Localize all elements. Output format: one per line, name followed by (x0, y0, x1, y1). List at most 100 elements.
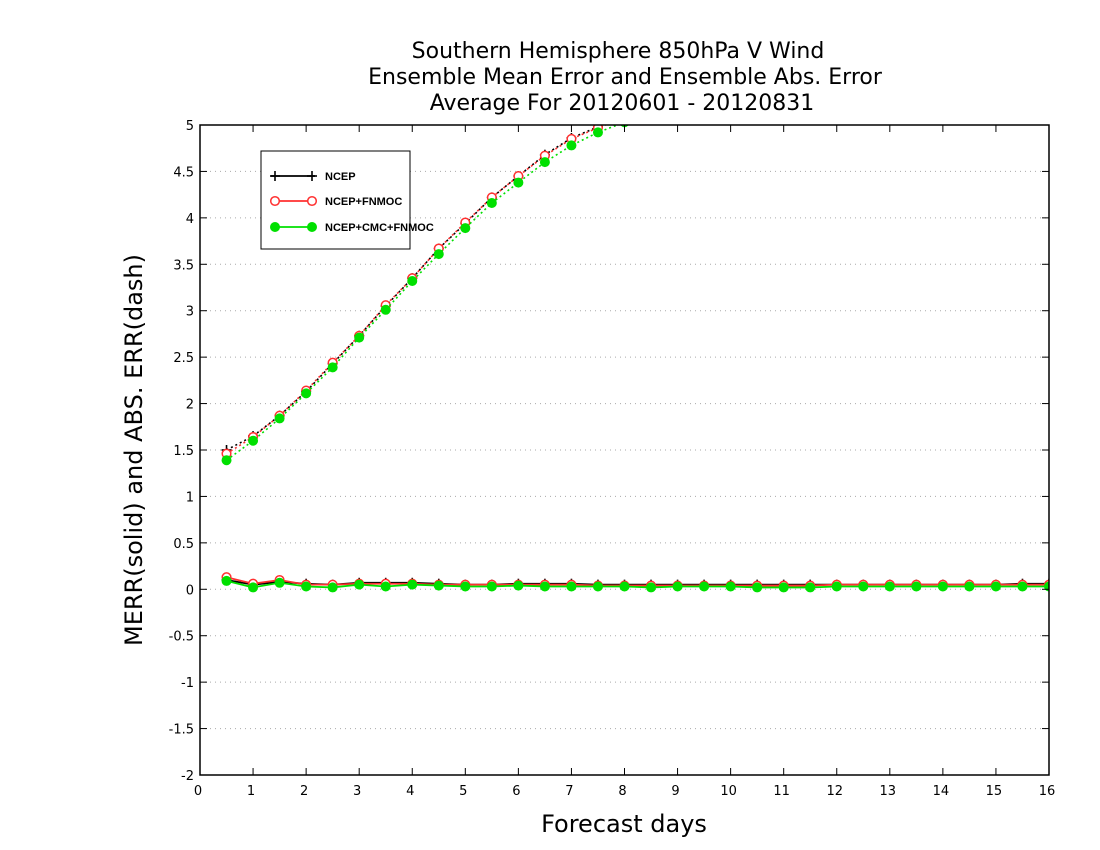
merr-point (407, 579, 418, 590)
legend-marker (270, 171, 280, 181)
legend-marker (307, 222, 317, 232)
abs-err-point (327, 362, 338, 373)
merr-point (327, 582, 338, 593)
merr-point (911, 581, 922, 592)
abs-err-point (992, 13, 1001, 22)
x-tick-label: 13 (880, 784, 897, 799)
merr-point (884, 581, 895, 592)
abs-err-point (964, 14, 974, 24)
merr-point (460, 581, 471, 592)
title-line-2: Ensemble Mean Error and Ensemble Abs. Er… (368, 65, 883, 90)
title-line-1: Southern Hemisphere 850hPa V Wind (412, 39, 825, 64)
y-tick-label: -0.5 (169, 630, 194, 645)
x-tick-label: 0 (194, 784, 202, 799)
x-tick-label: 9 (671, 784, 679, 799)
abs-err-point (885, 31, 895, 41)
x-tick-label: 15 (986, 784, 1003, 799)
y-tick-label: 4.5 (173, 165, 194, 180)
abs-err-point (911, 25, 921, 35)
abs-err-point (513, 177, 524, 188)
legend-item: NCEP (270, 171, 356, 183)
abs-err-point (433, 249, 444, 260)
x-tick-label: 11 (773, 784, 790, 799)
legend-marker (307, 171, 317, 181)
merr-point (725, 581, 736, 592)
legend-label: NCEP+FNMOC (325, 196, 402, 208)
merr-point (990, 581, 1001, 592)
abs-err-point (407, 276, 418, 286)
y-tick-label: 0 (186, 583, 194, 598)
legend-item: NCEP+FNMOC (269, 195, 402, 208)
x-tick-label: 1 (247, 784, 255, 799)
merr-point (964, 581, 975, 592)
abs-err-point (486, 198, 497, 208)
abs-err-point (539, 157, 550, 168)
abs-err-point (592, 127, 603, 138)
merr-point (248, 582, 259, 593)
merr-point (221, 575, 232, 586)
abs-err-point (832, 43, 842, 53)
merr-point (274, 577, 285, 588)
abs-err-point (886, 33, 895, 42)
abs-err-point (1017, 5, 1027, 15)
legend-box (260, 150, 411, 250)
merr-point (1044, 581, 1049, 592)
y-tick-label: -1 (181, 676, 194, 691)
merr-point (486, 581, 497, 592)
abs-err-point (1018, 7, 1027, 16)
merr-point (937, 581, 948, 592)
abs-err-point (1044, 1, 1054, 11)
abs-err-point (380, 304, 391, 315)
y-tick-label: -1.5 (169, 723, 194, 738)
abs-err-point (885, 39, 894, 48)
abs-err-point (912, 28, 921, 37)
abs-err-point (965, 22, 974, 31)
x-tick-label: 12 (826, 784, 843, 799)
abs-err-point (1018, 13, 1027, 22)
y-tick-label: 2 (186, 398, 194, 413)
merr-point (1017, 581, 1028, 592)
y-tick-label: 3.5 (173, 258, 194, 273)
abs-err-point (354, 332, 365, 343)
x-tick-label: 6 (512, 784, 520, 799)
abs-err-point (991, 18, 1000, 27)
merr-point (805, 582, 816, 593)
y-tick-label: 5 (186, 119, 194, 134)
merr-point (592, 581, 603, 592)
abs-err-point (938, 28, 947, 37)
plot-series (221, 1, 1054, 593)
legend-marker (269, 195, 281, 207)
merr-point (566, 581, 577, 592)
legend-label: NCEP+CMC+FNMOC (325, 222, 434, 234)
abs-err-point (1045, 4, 1054, 13)
abs-err-point (858, 36, 868, 46)
x-axis-ticks: 0 1 2 3 4 5 6 7 8 9 10 11 12 13 14 15 16 (194, 125, 1055, 799)
chart-title: Southern Hemisphere 850hPa V Wind Ensemb… (368, 39, 883, 116)
x-tick-label: 7 (565, 784, 573, 799)
merr-point (646, 582, 657, 593)
y-tick-label: 4 (186, 212, 194, 227)
abs-err-point (859, 44, 868, 53)
abs-err-point (566, 140, 577, 151)
merr-point (778, 582, 789, 593)
merr-point (752, 582, 763, 593)
x-tick-label: 14 (933, 784, 950, 799)
x-tick-label: 5 (459, 784, 467, 799)
abs-err-point (939, 22, 948, 31)
x-tick-label: 8 (618, 784, 626, 799)
x-tick-label: 2 (300, 784, 308, 799)
y-tick-label: -2 (181, 769, 194, 784)
x-tick-label: 4 (406, 784, 414, 799)
merr-point (433, 580, 444, 591)
abs-err-point (301, 388, 312, 399)
x-tick-label: 3 (353, 784, 361, 799)
y-tick-label: 3 (186, 305, 194, 320)
merr-point (619, 581, 630, 592)
abs-err-point (460, 223, 471, 234)
x-tick-label: 16 (1039, 784, 1056, 799)
grid-lines (200, 170, 1049, 730)
x-tick-label: 10 (720, 784, 737, 799)
title-line-3: Average For 20120601 - 20120831 (430, 91, 815, 116)
y-tick-label: 1.5 (173, 444, 194, 459)
legend-marker (306, 195, 318, 207)
